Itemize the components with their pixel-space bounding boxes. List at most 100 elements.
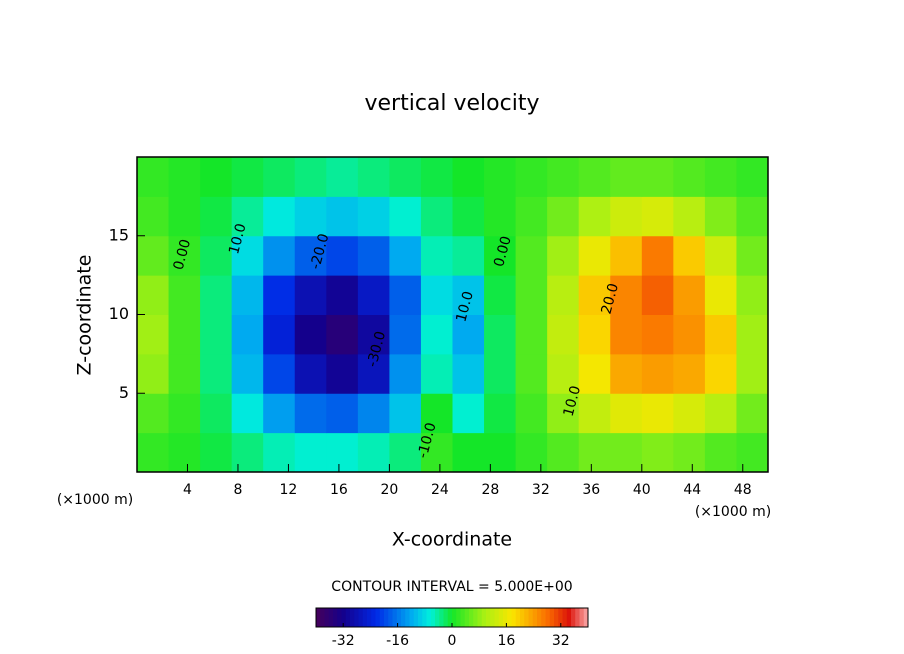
contour-label: 0.00 — [171, 238, 195, 272]
heat-cell — [263, 196, 296, 237]
heat-cell — [420, 432, 453, 473]
heat-cell — [515, 196, 548, 237]
heat-cell — [200, 314, 233, 355]
heat-cell — [547, 314, 580, 355]
heat-cell — [357, 353, 390, 394]
colorbar-swatch — [371, 608, 376, 627]
heat-cell — [137, 393, 170, 434]
heat-cell — [168, 314, 201, 355]
x-tick-label: 36 — [582, 482, 600, 498]
colorbar-swatch — [422, 608, 427, 627]
heat-cell — [137, 314, 170, 355]
heat-cell — [420, 353, 453, 394]
heat-cell — [137, 196, 170, 237]
heat-cell — [673, 235, 706, 276]
colorbar-swatch — [401, 608, 406, 627]
heat-cell — [515, 235, 548, 276]
heat-cell — [736, 314, 769, 355]
heat-cell — [389, 314, 422, 355]
x-tick-label: 16 — [330, 482, 348, 498]
heat-cell — [231, 353, 264, 394]
heat-cell — [168, 275, 201, 315]
colorbar-swatch — [354, 608, 359, 627]
heat-cell — [420, 275, 453, 315]
heat-cell — [420, 314, 453, 355]
heat-cell — [578, 235, 611, 276]
heat-cell — [704, 235, 737, 276]
colorbar-swatch — [554, 608, 559, 627]
colorbar-swatch — [579, 608, 585, 627]
x-tick-label: 32 — [532, 482, 550, 498]
heat-cell — [704, 275, 737, 315]
colorbar-swatch — [481, 608, 487, 627]
heat-cell — [547, 393, 580, 434]
heat-cell — [231, 432, 264, 473]
colorbar-tick-label: 32 — [552, 633, 570, 649]
colorbar-swatch — [320, 608, 325, 627]
x-tick-label: 4 — [183, 482, 192, 498]
heat-cell — [484, 353, 517, 394]
heat-cell — [578, 157, 611, 197]
x-tick-label: 44 — [683, 482, 701, 498]
heat-cell — [389, 196, 422, 237]
heat-cell — [736, 275, 769, 315]
colorbar-swatch — [537, 608, 542, 627]
heat-cell — [294, 393, 327, 434]
colorbar-swatch — [426, 608, 432, 627]
heat-cell — [294, 275, 327, 315]
colorbar-swatch — [324, 608, 330, 627]
heat-cell — [420, 235, 453, 276]
heat-cell — [641, 235, 674, 276]
heat-cell — [137, 353, 170, 394]
heat-cell — [326, 314, 359, 355]
heat-cell — [168, 235, 201, 276]
heat-cell — [357, 314, 390, 355]
heat-cell — [231, 275, 264, 315]
heat-cell — [168, 393, 201, 434]
colorbar-swatch — [477, 608, 483, 627]
heat-cell — [641, 157, 674, 197]
heat-cell — [389, 157, 422, 197]
colorbar-swatch — [388, 608, 393, 627]
heat-cell — [736, 196, 769, 237]
colorbar-swatch — [413, 608, 419, 627]
heat-cell — [326, 432, 359, 473]
heat-cell — [484, 275, 517, 315]
colorbar-swatch — [562, 608, 568, 627]
heat-cell — [673, 196, 706, 237]
colorbar-tick-label: -16 — [386, 633, 409, 649]
colorbar-tick-label: -32 — [332, 633, 355, 649]
colorbar-swatch — [379, 608, 385, 627]
colorbar-swatch — [566, 608, 572, 627]
heat-cell — [547, 275, 580, 315]
colorbar-swatch — [507, 608, 512, 627]
heat-cell — [420, 157, 453, 197]
heat-cell — [610, 314, 643, 355]
heat-cell — [673, 314, 706, 355]
heat-cell — [294, 196, 327, 237]
heat-cell — [515, 353, 548, 394]
colorbar-swatch — [350, 608, 355, 627]
heat-cell — [357, 235, 390, 276]
heat-cell — [704, 393, 737, 434]
heat-cell — [389, 353, 422, 394]
heat-cell — [610, 393, 643, 434]
heat-cell — [484, 235, 517, 276]
colorbar-swatch — [447, 608, 453, 627]
heat-cell — [704, 314, 737, 355]
heat-cell — [547, 235, 580, 276]
heat-cell — [578, 196, 611, 237]
heat-cell — [200, 353, 233, 394]
chart-title: vertical velocity — [364, 91, 539, 116]
heat-cell — [452, 353, 485, 394]
heat-cell — [389, 432, 422, 473]
heat-cell — [704, 196, 737, 237]
heat-cell — [137, 432, 170, 473]
heat-cell — [263, 157, 296, 197]
heat-cell — [673, 432, 706, 473]
heat-cell — [673, 157, 706, 197]
heat-cell — [610, 275, 643, 315]
colorbar-swatch — [528, 608, 534, 627]
heat-cell — [294, 353, 327, 394]
heat-cell — [610, 157, 643, 197]
